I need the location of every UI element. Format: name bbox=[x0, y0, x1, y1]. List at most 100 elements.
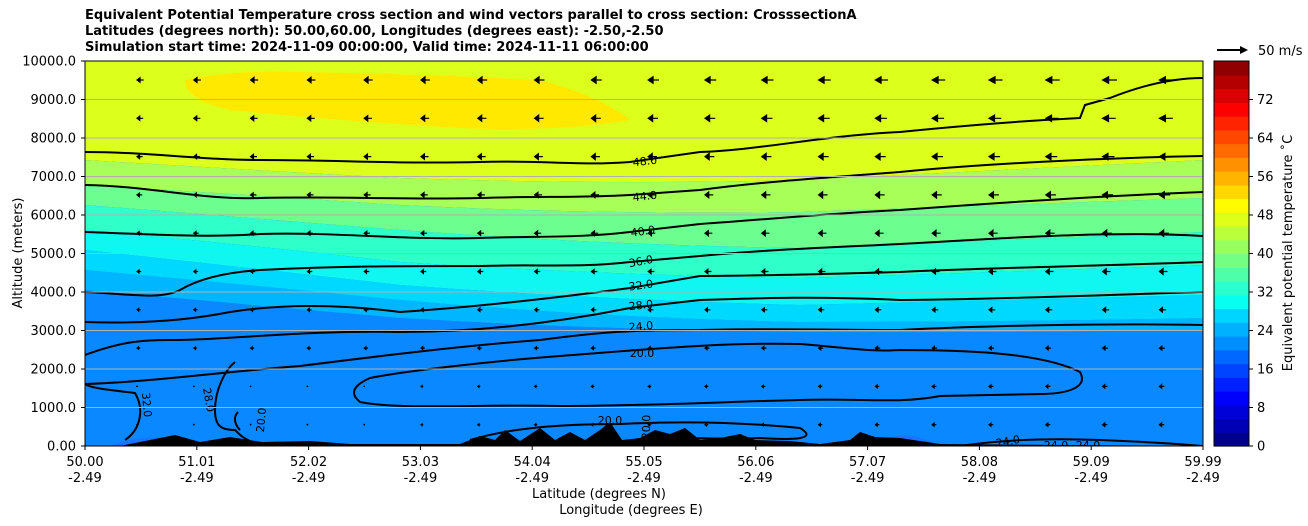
contour-label: 28.0 bbox=[628, 298, 654, 313]
contour-label: 24.0 bbox=[1044, 439, 1069, 452]
wind-vector bbox=[874, 345, 881, 352]
wind-vector bbox=[192, 423, 195, 426]
wind-vector bbox=[817, 75, 831, 85]
y-tick-label: 7000.0 bbox=[31, 170, 77, 185]
contour-20-lower bbox=[469, 421, 808, 441]
wind-vector bbox=[192, 230, 199, 237]
wind-vector bbox=[249, 423, 252, 426]
x-tick-label-lat: 59.09 bbox=[1073, 455, 1110, 470]
wind-vector bbox=[760, 113, 773, 123]
x-tick-label-lon: -2.49 bbox=[1074, 471, 1108, 486]
wind-vector bbox=[1044, 421, 1051, 428]
y-tick-label: 1000.0 bbox=[31, 401, 77, 416]
wind-vector bbox=[420, 191, 428, 199]
contour-label: 24.0 bbox=[1076, 439, 1101, 452]
colorbar-segment bbox=[1214, 377, 1249, 392]
x-tick-label-lon: -2.49 bbox=[1186, 471, 1220, 486]
wind-vector bbox=[874, 114, 887, 123]
colorbar-segment bbox=[1214, 129, 1249, 145]
y-tick-label: 8000.0 bbox=[31, 132, 77, 147]
wind-vector bbox=[590, 384, 595, 389]
wind-vector bbox=[249, 191, 257, 199]
wind-key: 50 m/s bbox=[1217, 44, 1303, 59]
contour-label: 32.0 bbox=[628, 277, 654, 293]
colorbar-segment bbox=[1214, 226, 1249, 241]
wind-vector bbox=[136, 423, 138, 426]
band-32 bbox=[85, 205, 1203, 278]
wind-vector bbox=[931, 306, 939, 314]
colorbar-ticks: 0 8 16 24 32 40 48 56 64 72 bbox=[1249, 93, 1274, 455]
wind-vector bbox=[192, 191, 200, 199]
contour-label: 32.0 bbox=[139, 392, 154, 418]
wind-vector bbox=[931, 229, 941, 238]
contour-label: 20.0 bbox=[254, 407, 269, 433]
wind-vector bbox=[760, 345, 767, 351]
x-axis-label-lon: Longitude (degrees E) bbox=[559, 503, 703, 518]
colorbar-segment bbox=[1214, 157, 1249, 172]
colorbar-segment bbox=[1214, 418, 1249, 433]
x-tick-label-lon: -2.49 bbox=[851, 471, 885, 486]
contour-label: 24.0 bbox=[628, 319, 654, 334]
wind-vector bbox=[760, 306, 768, 313]
x-tick-label-lon: -2.49 bbox=[404, 471, 438, 486]
colorbar-segment bbox=[1214, 116, 1249, 131]
wind-vector bbox=[704, 190, 714, 200]
wind-vector bbox=[817, 267, 826, 276]
colorbar-label: Equivalent potential temperature ˚C bbox=[1280, 135, 1296, 371]
contour-28 bbox=[85, 291, 1203, 356]
wind-vector bbox=[590, 306, 597, 313]
wind-vector bbox=[476, 229, 485, 237]
wind-vector bbox=[1044, 75, 1060, 85]
wind-vector bbox=[590, 345, 596, 351]
wind-vector bbox=[306, 191, 314, 199]
colorbar-tick-label: 8 bbox=[1257, 401, 1265, 416]
wind-vector bbox=[647, 113, 659, 123]
wind-vector bbox=[249, 153, 258, 161]
contour-28-left bbox=[213, 361, 281, 446]
wind-vector bbox=[533, 113, 544, 123]
wind-vector bbox=[988, 421, 994, 428]
wind-vector bbox=[533, 268, 541, 275]
wind-vector bbox=[874, 306, 882, 314]
wind-vector bbox=[533, 345, 539, 351]
wind-vector bbox=[817, 306, 825, 314]
wind-vector bbox=[363, 191, 371, 199]
contour-label: 44.0 bbox=[632, 189, 658, 204]
wind-vector bbox=[363, 268, 370, 275]
colorbar-segment bbox=[1214, 239, 1249, 255]
x-tick-label-lat: 50.00 bbox=[66, 455, 103, 470]
wind-vector bbox=[249, 307, 255, 313]
wind-vector bbox=[590, 113, 601, 123]
wind-vector bbox=[704, 229, 713, 238]
contour-label: 24.0 bbox=[995, 433, 1021, 450]
wind-vector bbox=[363, 385, 366, 388]
x-tick-label-lon: -2.49 bbox=[68, 471, 102, 486]
contour-label: 36.0 bbox=[628, 253, 654, 270]
wind-vector bbox=[590, 75, 602, 85]
colorbar-segment bbox=[1214, 308, 1249, 323]
wind-vector bbox=[817, 229, 827, 238]
wind-vector bbox=[1101, 152, 1115, 161]
colorbar-segment bbox=[1214, 253, 1249, 268]
wind-vector bbox=[420, 384, 424, 389]
x-tick-label-lat: 57.07 bbox=[849, 455, 886, 470]
colorbar-segment bbox=[1214, 143, 1249, 158]
colorbar-segment bbox=[1214, 198, 1249, 213]
wind-vector bbox=[874, 422, 880, 428]
colorbar-tick-label: 0 bbox=[1257, 440, 1265, 455]
wind-vector bbox=[647, 268, 655, 275]
wind-vector bbox=[590, 152, 600, 161]
wind-vector bbox=[136, 345, 141, 351]
wind-vector bbox=[647, 75, 659, 85]
wind-vector bbox=[136, 268, 142, 275]
colorbar-tick-label: 24 bbox=[1257, 324, 1274, 339]
wind-vector bbox=[988, 267, 997, 276]
contour-20-upper bbox=[353, 342, 1083, 408]
wind-vector bbox=[192, 307, 198, 313]
wind-vector bbox=[1158, 228, 1169, 238]
wind-vector bbox=[1101, 75, 1117, 85]
x-tick-label-lat: 52.02 bbox=[290, 455, 327, 470]
wind-vector bbox=[420, 306, 426, 313]
wind-vector bbox=[249, 268, 256, 275]
wind-vector bbox=[590, 190, 600, 199]
